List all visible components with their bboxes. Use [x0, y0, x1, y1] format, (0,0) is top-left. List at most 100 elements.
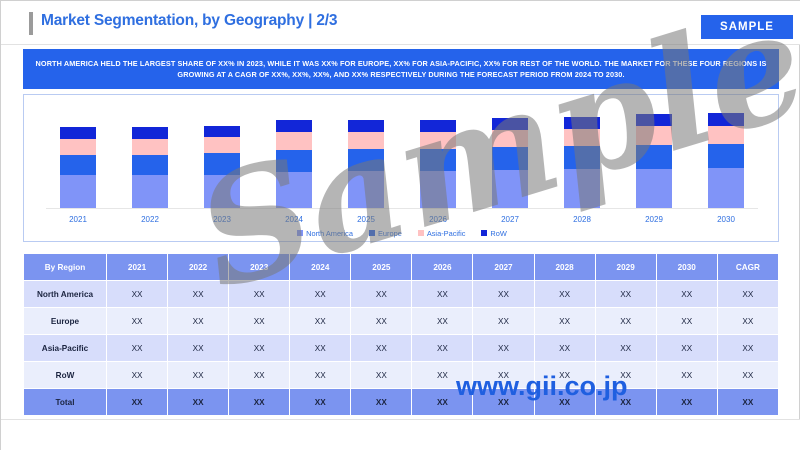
table-col-header[interactable]: 2026	[412, 254, 473, 280]
table-cell-value: XX	[473, 389, 534, 415]
table-cell-value: XX	[717, 362, 778, 388]
table-cell-value: XX	[534, 308, 595, 334]
legend-item[interactable]: Asia-Pacific	[417, 229, 465, 238]
legend-item[interactable]: RoW	[481, 229, 507, 238]
table-cell-value: XX	[290, 335, 351, 361]
bar-column	[409, 105, 467, 208]
table-col-header[interactable]: 2025	[351, 254, 412, 280]
chart-x-axis-labels: 2021 2022 2023 2024 2025 2026 2027 2028 2029 2030	[42, 211, 762, 227]
bar-segment	[708, 143, 744, 168]
table-row: RoW XX XX XX XX XX XX XX XX XX XX XX	[24, 362, 778, 388]
table-cell-value: XX	[534, 389, 595, 415]
legend-label: Europe	[377, 228, 402, 238]
legend-item[interactable]: North America	[297, 229, 353, 238]
x-axis-label: 2024	[285, 214, 303, 224]
bar-segment	[564, 169, 600, 208]
bar-segment	[564, 146, 600, 170]
table-col-header[interactable]: 2021	[107, 254, 168, 280]
table-cell-value: XX	[290, 281, 351, 307]
bar-column	[553, 105, 611, 208]
table-cell-value: XX	[534, 362, 595, 388]
bar-segment	[420, 131, 456, 149]
x-axis-label: 2023	[213, 214, 231, 224]
table-cell-value: XX	[595, 308, 656, 334]
x-axis-label: 2027	[501, 214, 519, 224]
table-cell-value: XX	[473, 281, 534, 307]
legend-swatch-icon	[297, 230, 304, 236]
bar-segment	[636, 126, 672, 145]
table-cell-value: XX	[229, 389, 290, 415]
table-cell-value: XX	[168, 308, 229, 334]
table-cell-value: XX	[595, 389, 656, 415]
table-cell-value: XX	[656, 335, 717, 361]
bar-segment	[132, 127, 168, 139]
table-col-header[interactable]: 2027	[473, 254, 534, 280]
bar-segment	[132, 175, 168, 208]
bar-segment	[420, 148, 456, 172]
bar-segment	[276, 171, 312, 208]
table-cell-value: XX	[717, 281, 778, 307]
legend-item[interactable]: Europe	[368, 228, 402, 238]
table-cell-value: XX	[656, 389, 717, 415]
table-cell-value: XX	[351, 308, 412, 334]
table-row: Asia-Pacific XX XX XX XX XX XX XX XX XX XX XX	[24, 335, 778, 361]
x-axis-label: 2030	[717, 214, 735, 224]
table-cell-value: XX	[168, 389, 229, 415]
table-cell-value: XX	[229, 335, 290, 361]
table-header-row: By Region 2021 2022 2023 2024 2025 2026 2027 202…	[24, 254, 778, 280]
bar-segment	[564, 129, 600, 147]
bar-column	[625, 105, 683, 208]
bar-segment	[492, 147, 528, 171]
bar-segment	[420, 119, 456, 132]
table-cell-value: XX	[290, 362, 351, 388]
table-cell-value: XX	[351, 281, 412, 307]
table-cell-value: XX	[412, 389, 473, 415]
table-col-header[interactable]: 2029	[595, 254, 656, 280]
table-col-header[interactable]: 2028	[534, 254, 595, 280]
bar-segment	[204, 174, 240, 208]
bar-column	[193, 105, 251, 208]
title-accent-bar	[29, 12, 33, 35]
table-cell-value: XX	[412, 362, 473, 388]
slide-footer: DELVEINSIGHT Private and Confidential 43	[1, 419, 800, 450]
bar-segment	[348, 148, 384, 172]
table-col-header[interactable]: 2024	[290, 254, 351, 280]
table-cell-region: Europe	[24, 308, 106, 334]
table-cell-value: XX	[717, 335, 778, 361]
legend-swatch-icon	[417, 230, 424, 236]
x-axis-label: 2029	[645, 214, 663, 224]
table-row: Europe XX XX XX XX XX XX XX XX XX XX XX	[24, 308, 778, 334]
table-col-header[interactable]: 2022	[168, 254, 229, 280]
bar-segment	[564, 117, 600, 130]
bar-segment	[204, 125, 240, 137]
stacked-bar	[348, 119, 384, 208]
table-cell-value: XX	[107, 389, 168, 415]
table-cell-value: XX	[107, 281, 168, 307]
bar-column	[481, 105, 539, 208]
table-body: North America XX XX XX XX XX XX XX XX XX XX XX Europ…	[24, 281, 778, 415]
table-cell-value: XX	[656, 362, 717, 388]
bar-segment	[60, 154, 96, 176]
table-cell-value: XX	[656, 308, 717, 334]
bar-segment	[60, 138, 96, 155]
bar-segment	[276, 132, 312, 150]
table-cell-value: XX	[534, 335, 595, 361]
bar-segment	[276, 149, 312, 172]
stacked-bar-chart	[42, 105, 762, 208]
table-cell-value: XX	[107, 335, 168, 361]
table-cell-value: XX	[229, 362, 290, 388]
chart-legend: North America Europe Asia-Pacific RoW	[24, 226, 780, 240]
table-col-header[interactable]: 2030	[656, 254, 717, 280]
slide-header: Market Segmentation, by Geography | 2/3 …	[1, 1, 800, 45]
legend-swatch-icon	[481, 230, 488, 236]
table-col-header-region[interactable]: By Region	[24, 254, 106, 280]
table-cell-region: North America	[24, 281, 106, 307]
table-cell-value: XX	[168, 362, 229, 388]
sample-badge: SAMPLE	[701, 15, 793, 39]
table-col-header[interactable]: 2023	[229, 254, 290, 280]
table-col-header[interactable]: CAGR	[717, 254, 778, 280]
table-cell-value: XX	[290, 308, 351, 334]
table-row: North America XX XX XX XX XX XX XX XX XX XX XX	[24, 281, 778, 307]
table-cell-value: XX	[107, 308, 168, 334]
bar-segment	[204, 153, 240, 175]
